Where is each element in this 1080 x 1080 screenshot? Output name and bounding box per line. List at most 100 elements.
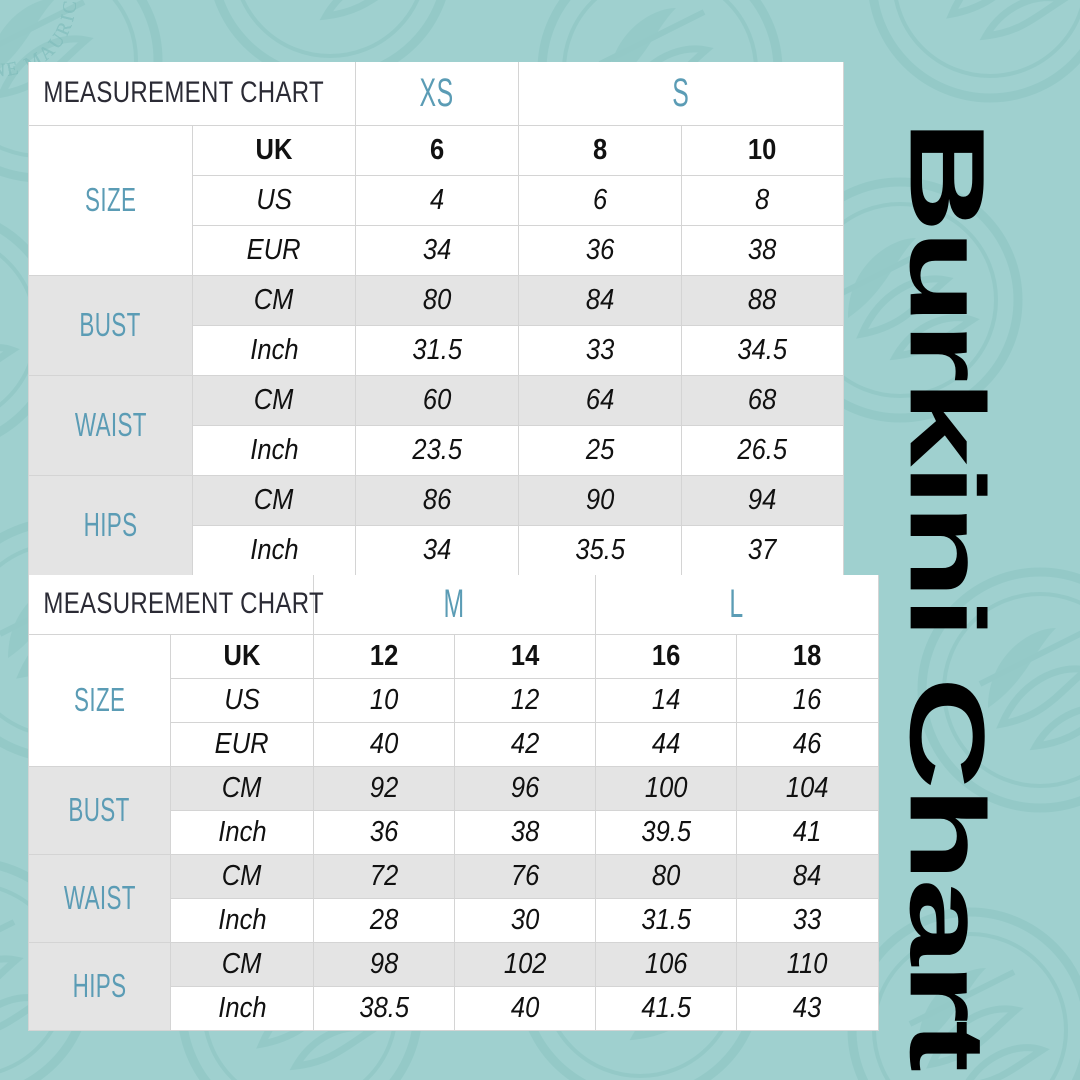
table-row: WAIST CM 72 76 80 84 <box>28 853 880 943</box>
value-cell: 104 <box>736 765 880 811</box>
table-row: US 4 6 8 <box>29 174 845 226</box>
table-row: BUST CM 92 96 100 104 <box>28 765 880 855</box>
unit-cell-cm: CM <box>169 941 315 987</box>
value-text: 94 <box>748 483 777 516</box>
measurement-chart-table-xs-s: MEASUREMENT CHART XS S SIZE UK 6 8 10 US 4 6 8 EUR 34… <box>27 62 845 576</box>
category-label-text: WAIST <box>63 879 136 916</box>
value-text: 28 <box>369 903 399 936</box>
unit-label: Inch <box>217 991 267 1024</box>
unit-cell-inch: Inch <box>169 985 315 1031</box>
category-label-text: HIPS <box>72 967 127 1004</box>
value-text: 96 <box>510 771 540 804</box>
value-cell: 25 <box>518 424 683 476</box>
value-cell: 90 <box>518 474 683 526</box>
unit-cell-inch: Inch <box>191 424 357 476</box>
value-text: 4 <box>429 183 445 216</box>
value-cell: 35.5 <box>518 524 683 576</box>
value-text: 41.5 <box>641 991 691 1024</box>
value-cell: 39.5 <box>595 809 738 855</box>
unit-label: CM <box>222 947 262 980</box>
size-group-header-l: L <box>595 575 880 635</box>
value-cell: 38.5 <box>313 985 456 1031</box>
unit-cell-us: US <box>169 677 315 723</box>
category-label-text: HIPS <box>83 506 138 543</box>
table-row: US 10 12 14 16 <box>29 677 880 723</box>
unit-label: US <box>256 183 292 216</box>
unit-cell-inch: Inch <box>191 324 357 376</box>
value-text: 40 <box>510 991 540 1024</box>
value-cell: 34.5 <box>681 324 845 376</box>
value-text: 76 <box>510 859 540 892</box>
value-text: 38.5 <box>359 991 409 1024</box>
value-text: 90 <box>585 483 615 516</box>
value-cell: 80 <box>355 274 520 326</box>
category-label-bust: BUST <box>28 765 171 855</box>
value-cell: 100 <box>595 765 738 811</box>
value-text: 80 <box>651 859 681 892</box>
value-cell: 33 <box>736 897 880 943</box>
value-cell: 18 <box>736 633 880 679</box>
value-text: 8 <box>592 133 608 166</box>
unit-label: CM <box>254 283 294 316</box>
value-text: 110 <box>787 947 828 980</box>
unit-cell-uk: UK <box>191 124 357 176</box>
unit-cell-inch: Inch <box>191 524 357 576</box>
table-header-row: MEASUREMENT CHART M L <box>27 575 880 635</box>
value-text: 100 <box>644 771 688 804</box>
value-text: 98 <box>369 947 399 980</box>
value-cell: 28 <box>313 897 456 943</box>
value-text: 84 <box>585 283 615 316</box>
unit-cell-inch: Inch <box>169 897 315 943</box>
category-label-bust: BUST <box>28 274 193 376</box>
value-cell: 14 <box>454 633 597 679</box>
unit-label: UK <box>223 639 261 672</box>
category-label-hips: HIPS <box>28 474 193 576</box>
table-title-cell: MEASUREMENT CHART <box>27 62 357 126</box>
value-text: 38 <box>748 233 777 266</box>
size-group-label: M <box>443 581 466 626</box>
value-text: 18 <box>793 639 822 672</box>
table-header-row: MEASUREMENT CHART XS S <box>27 62 845 126</box>
value-text: 35.5 <box>575 533 625 566</box>
value-cell: 96 <box>454 765 597 811</box>
unit-cell-cm: CM <box>169 765 315 811</box>
table-row: BUST CM 80 84 88 <box>28 274 845 376</box>
value-cell: 98 <box>313 941 456 987</box>
value-cell: 44 <box>595 721 738 767</box>
size-group-header-m: M <box>313 575 597 635</box>
value-cell: 88 <box>681 274 845 326</box>
value-text: 23.5 <box>412 433 462 466</box>
table-title: MEASUREMENT CHART <box>43 76 324 110</box>
value-cell: 37 <box>681 524 845 576</box>
value-text: 40 <box>369 727 399 760</box>
value-cell: 26.5 <box>681 424 845 476</box>
unit-label: Inch <box>249 333 299 366</box>
category-label-size: SIZE <box>28 124 193 276</box>
value-text: 92 <box>369 771 399 804</box>
category-label-waist: WAIST <box>28 853 171 943</box>
table-row: EUR 40 42 44 46 <box>29 721 880 767</box>
value-text: 14 <box>510 639 540 672</box>
unit-label: EUR <box>247 233 301 266</box>
value-text: 72 <box>369 859 399 892</box>
value-cell: 36 <box>518 224 683 276</box>
value-cell: 84 <box>518 274 683 326</box>
unit-label: UK <box>255 133 293 166</box>
value-text: 68 <box>748 383 777 416</box>
value-cell: 42 <box>454 721 597 767</box>
value-text: 34 <box>422 233 452 266</box>
unit-label: EUR <box>215 727 269 760</box>
value-text: 80 <box>422 283 452 316</box>
value-text: 8 <box>755 183 770 216</box>
value-text: 10 <box>748 133 777 166</box>
unit-cell-cm: CM <box>191 374 357 426</box>
value-cell: 106 <box>595 941 738 987</box>
value-cell: 86 <box>355 474 520 526</box>
unit-label: Inch <box>217 815 267 848</box>
value-cell: 10 <box>313 677 456 723</box>
category-label-hips: HIPS <box>28 941 171 1031</box>
category-label-text: WAIST <box>74 406 147 443</box>
value-cell: 46 <box>736 721 880 767</box>
value-text: 104 <box>786 771 829 804</box>
value-text: 25 <box>585 433 615 466</box>
